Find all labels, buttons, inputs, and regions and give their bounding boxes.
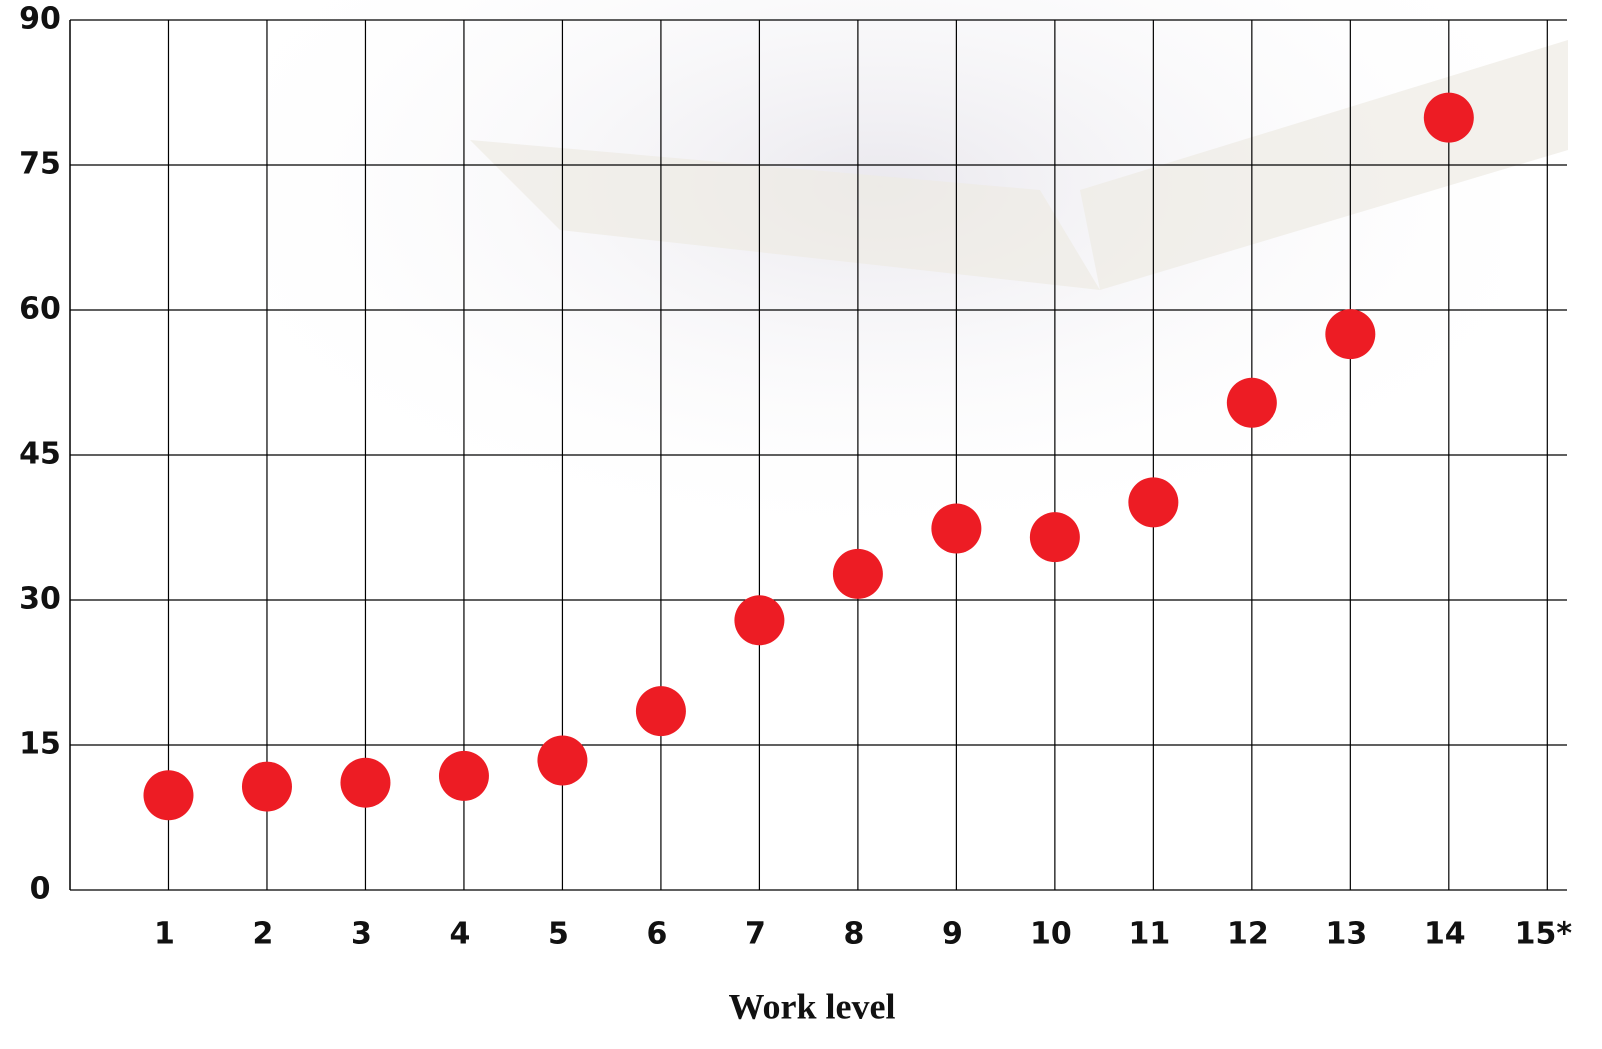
data-point (537, 735, 588, 786)
data-point (1128, 477, 1179, 528)
x-tick-label: 15* (1515, 917, 1573, 952)
data-point (143, 770, 194, 821)
x-tick-label: 1 (154, 917, 175, 952)
data-point (1423, 92, 1474, 143)
x-tick-label: 2 (253, 917, 274, 952)
y-tick-label: 30 (19, 582, 61, 617)
y-tick-label: 15 (19, 727, 61, 762)
data-point (1325, 309, 1376, 360)
x-tick-label: 9 (942, 917, 963, 952)
x-tick-label: 8 (843, 917, 864, 952)
y-tick-label: 45 (19, 437, 61, 472)
y-tick-label: 60 (19, 292, 61, 327)
x-tick-label: 6 (646, 917, 667, 952)
x-tick-label: 11 (1128, 917, 1170, 952)
x-tick-label: 5 (548, 917, 569, 952)
data-point (1029, 512, 1080, 563)
x-tick-label: 10 (1030, 917, 1072, 952)
data-point (635, 686, 686, 737)
y-tick-label: 0 (30, 872, 51, 907)
data-point (931, 503, 982, 554)
data-point (1226, 377, 1277, 428)
x-tick-label: 7 (745, 917, 766, 952)
x-tick-label: 12 (1227, 917, 1269, 952)
x-tick-label: 4 (450, 917, 471, 952)
data-point (438, 750, 489, 801)
data-point (734, 595, 785, 646)
data-point (340, 757, 391, 808)
data-point (241, 761, 292, 812)
x-axis-title: Work level (729, 986, 896, 1026)
x-tick-label: 3 (351, 917, 372, 952)
y-tick-label: 75 (19, 147, 61, 182)
x-tick-label: 14 (1424, 917, 1466, 952)
x-tick-label: 13 (1325, 917, 1367, 952)
y-tick-label: 90 (19, 2, 61, 37)
data-point (832, 548, 883, 599)
